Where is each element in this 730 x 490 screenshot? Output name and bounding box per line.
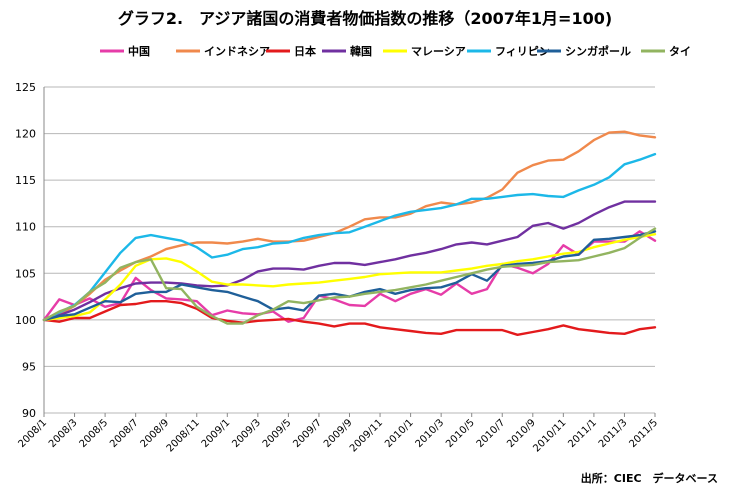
series-lines	[42, 130, 657, 336]
legend: 中国 インドネシア 日本 韓国 マレーシア フィリピン シンガポール タイ	[100, 44, 691, 58]
legend-label-1: インドネシア	[204, 45, 270, 58]
legend-label-6: シンガポール	[565, 44, 631, 58]
y-tick-label: 90	[22, 407, 36, 420]
y-tick-label: 115	[15, 174, 36, 187]
x-tick-label: 2010/3	[414, 417, 447, 450]
y-tick-label: 110	[15, 221, 36, 234]
x-tick-label: 2008/7	[108, 417, 141, 450]
series-line-1	[42, 130, 657, 322]
source-note: 出所：CIEC データベース	[581, 471, 718, 485]
x-tick-label: 2011/5	[627, 417, 660, 450]
x-tick-label: 2009/11	[348, 417, 385, 454]
grid-lines	[44, 86, 655, 414]
legend-label-7: タイ	[669, 45, 691, 58]
x-tick-label: 2009/5	[261, 417, 294, 450]
x-tick-label: 2008/3	[47, 417, 80, 450]
y-tick-label: 100	[15, 314, 36, 327]
y-tick-label: 120	[15, 128, 36, 141]
y-tick-label: 125	[15, 81, 36, 94]
x-tick-label: 2010/5	[444, 417, 477, 450]
series-line-7	[42, 227, 657, 325]
chart-title: グラフ2. アジア諸国の消費者物価指数の推移（2007年1月=100)	[118, 9, 612, 28]
legend-label-5: フィリピン	[495, 45, 550, 58]
x-tick-label: 2010/1	[383, 417, 416, 450]
x-tick-label: 2009/7	[291, 417, 324, 450]
x-axis: 2008/12008/32008/52008/72008/92008/11200…	[16, 413, 660, 454]
y-tick-label: 95	[22, 360, 36, 373]
legend-label-2: 日本	[294, 44, 316, 58]
x-tick-label: 2011/3	[597, 417, 630, 450]
x-tick-label: 2008/1	[16, 417, 49, 450]
series-line-2	[42, 300, 657, 336]
y-axis: 90 95 100 105 110 115 120 125	[15, 81, 45, 420]
legend-label-4: マレーシア	[411, 45, 466, 58]
x-tick-label: 2009/1	[200, 417, 233, 450]
x-tick-label: 2010/11	[531, 417, 568, 454]
series-line-4	[42, 232, 657, 322]
x-tick-label: 2008/5	[78, 417, 111, 450]
x-tick-label: 2011/1	[566, 417, 599, 450]
series-line-0	[42, 230, 657, 323]
series-line-3	[42, 200, 657, 322]
x-tick-label: 2010/7	[475, 417, 508, 450]
y-tick-label: 105	[15, 267, 36, 280]
series-line-5	[42, 152, 657, 322]
x-tick-label: 2008/11	[165, 417, 202, 454]
x-tick-label: 2009/3	[230, 417, 263, 450]
legend-label-0: 中国	[128, 44, 150, 58]
legend-label-3: 韓国	[350, 44, 372, 58]
